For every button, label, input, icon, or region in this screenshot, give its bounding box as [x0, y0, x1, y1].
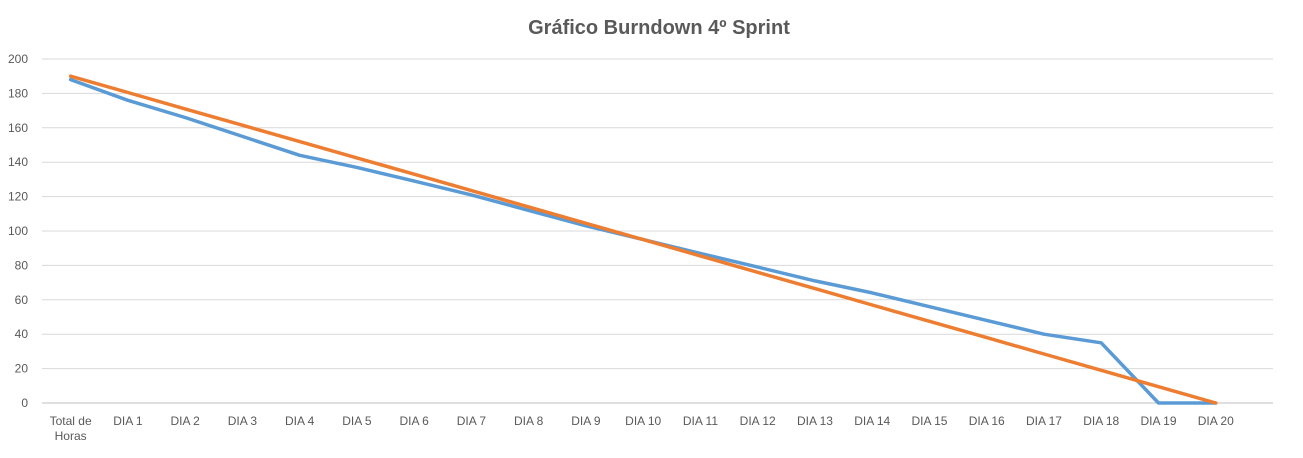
x-tick-label: DIA 14	[854, 414, 890, 428]
x-tick-label: DIA 15	[911, 414, 947, 428]
x-tick-label: DIA 5	[342, 414, 372, 428]
x-tick-label: DIA 20	[1198, 414, 1234, 428]
series-lines	[68, 74, 1218, 405]
x-tick-label: Total de Horas	[50, 414, 92, 443]
x-tick-label: DIA 9	[571, 414, 601, 428]
x-tick-label: DIA 3	[228, 414, 258, 428]
y-tick-label: 20	[15, 362, 29, 376]
y-tick-label: 180	[8, 86, 28, 100]
x-tick-label: DIA 8	[514, 414, 544, 428]
x-tick-label: DIA 2	[170, 414, 200, 428]
y-tick-label: 120	[8, 190, 28, 204]
x-tick-label: DIA 19	[1140, 414, 1176, 428]
y-tick-label: 140	[8, 155, 28, 169]
y-axis-ticks: 0 20 40 60 80 100 120 140 160 180 200	[8, 52, 28, 410]
x-tick-label: DIA 7	[457, 414, 487, 428]
y-tick-label: 100	[8, 224, 28, 238]
x-tick-label: DIA 6	[399, 414, 429, 428]
series-line-2	[68, 74, 1218, 405]
y-tick-label: 200	[8, 52, 28, 66]
x-tick-label: DIA 17	[1026, 414, 1062, 428]
chart-title: Gráfico Burndown 4º Sprint	[528, 17, 790, 39]
x-tick-label: DIA 18	[1083, 414, 1119, 428]
x-tick-label: DIA 4	[285, 414, 315, 428]
y-tick-label: 80	[15, 258, 29, 272]
gridlines	[42, 58, 1273, 404]
y-tick-label: 0	[21, 396, 28, 410]
y-tick-label: 60	[15, 293, 29, 307]
x-tick-label: DIA 16	[969, 414, 1005, 428]
y-tick-label: 40	[15, 327, 29, 341]
x-tick-label: DIA 1	[113, 414, 143, 428]
x-tick-label: DIA 11	[683, 414, 718, 428]
x-tick-label: DIA 12	[740, 414, 776, 428]
y-tick-label: 160	[8, 121, 28, 135]
x-tick-label: DIA 13	[797, 414, 833, 428]
x-axis-ticks: Total de Horas DIA 1 DIA 2 DIA 3 DIA 4 DIA 5 DI…	[50, 414, 1234, 443]
x-tick-label: DIA 10	[625, 414, 661, 428]
